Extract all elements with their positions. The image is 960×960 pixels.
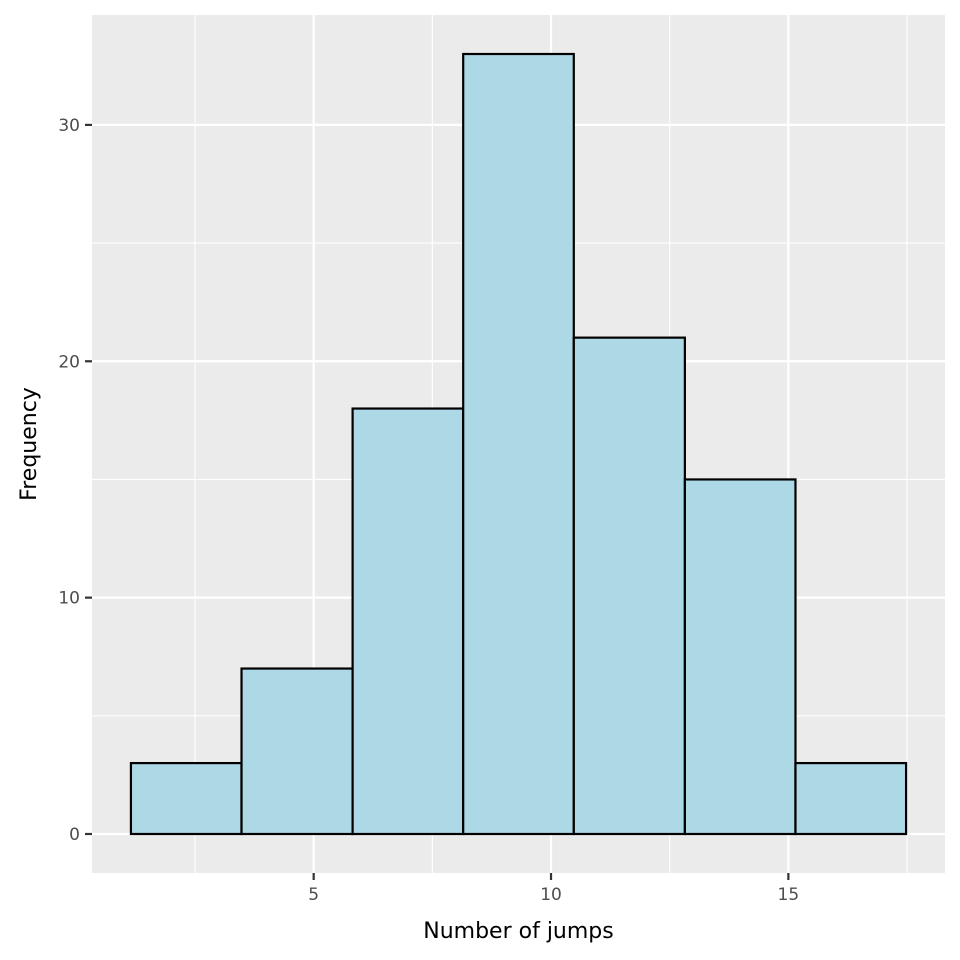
x-tick-label: 15 bbox=[778, 885, 800, 905]
x-axis-title: Number of jumps bbox=[423, 919, 613, 944]
y-axis: 0 10 20 30 bbox=[58, 116, 92, 845]
y-tick-label: 10 bbox=[58, 589, 80, 609]
x-axis: 5 10 15 bbox=[308, 873, 799, 905]
histogram-bar bbox=[462, 52, 575, 836]
histogram-bar bbox=[240, 667, 354, 836]
x-tick-label: 5 bbox=[308, 885, 319, 905]
histogram-bars bbox=[129, 52, 908, 836]
histogram-bar bbox=[794, 761, 908, 836]
y-tick-label: 0 bbox=[69, 825, 80, 845]
y-tick-label: 30 bbox=[58, 116, 80, 136]
histogram-bar bbox=[683, 478, 797, 836]
y-tick-label: 20 bbox=[58, 352, 80, 372]
x-tick-label: 10 bbox=[540, 885, 562, 905]
histogram-bar bbox=[351, 407, 465, 836]
y-axis-title: Frequency bbox=[17, 387, 42, 501]
histogram-bar bbox=[572, 336, 686, 836]
histogram-bar bbox=[129, 761, 243, 836]
